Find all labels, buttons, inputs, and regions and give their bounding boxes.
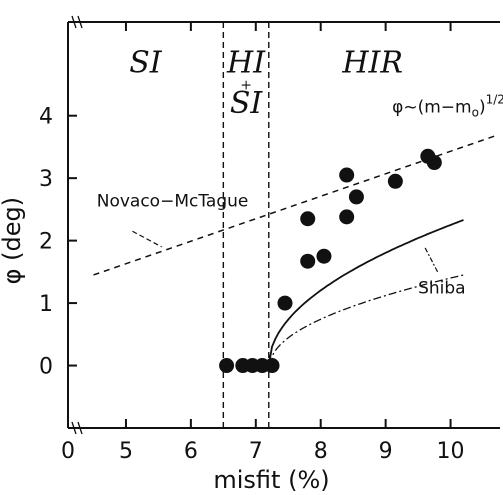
y-tick-label: 3: [39, 167, 53, 192]
region-label: HIR: [341, 46, 403, 81]
data-point: [348, 189, 364, 205]
data-point: [300, 253, 316, 269]
data-point: [339, 167, 355, 183]
y-tick-label: 1: [39, 292, 53, 317]
curves: [93, 134, 497, 366]
y-tick-label: 0: [39, 355, 53, 380]
annotation-label: Novaco−McTague: [97, 191, 249, 211]
text-labels: SI HI+SIHIRφ~(m−mo)1/2Novaco−McTagueShiba…: [0, 46, 503, 494]
x-tick-label: 10: [437, 439, 465, 464]
x-tick-label: 7: [249, 439, 263, 464]
x-tick-label: 5: [119, 439, 133, 464]
y-axis-title: φ (deg): [0, 197, 26, 284]
data-point: [426, 155, 442, 171]
region-label: SI: [129, 46, 163, 81]
annotation-label: Shiba: [418, 279, 466, 299]
y-tick-label: 4: [39, 105, 53, 130]
data-point: [316, 248, 332, 264]
x-tick-label: 6: [184, 439, 198, 464]
shiba-leader-line: [424, 246, 439, 273]
data-point: [300, 211, 316, 227]
axis-ticks: 0 5 6 7 8 9 10 0 1 2 3 4: [39, 22, 465, 464]
data-point: [264, 358, 280, 374]
x-axis-title: misfit (%): [213, 466, 329, 494]
region-boundaries: [222, 22, 270, 428]
shiba-curve: [269, 274, 464, 366]
region-label: +: [240, 77, 252, 93]
sqrt-fit-curve: [267, 219, 464, 366]
novaco-leader-line: [132, 230, 162, 248]
y-tick-label: 2: [39, 230, 53, 255]
axis-break: [71, 15, 83, 435]
x-tick-label: 9: [379, 439, 393, 464]
x-tick-label: 0: [61, 439, 75, 464]
data-point: [277, 295, 293, 311]
data-point: [219, 358, 235, 374]
region-label: SI: [230, 86, 264, 121]
data-points: [219, 148, 442, 374]
data-point: [387, 173, 403, 189]
region-label: HI: [226, 46, 266, 81]
annotation-label: φ~(m−mo)1/2: [392, 93, 503, 120]
top-break-mark: [71, 15, 83, 29]
bottom-break-mark: [71, 421, 83, 435]
data-point: [339, 209, 355, 225]
x-tick-label: 8: [314, 439, 328, 464]
plot-frame: [67, 21, 500, 429]
